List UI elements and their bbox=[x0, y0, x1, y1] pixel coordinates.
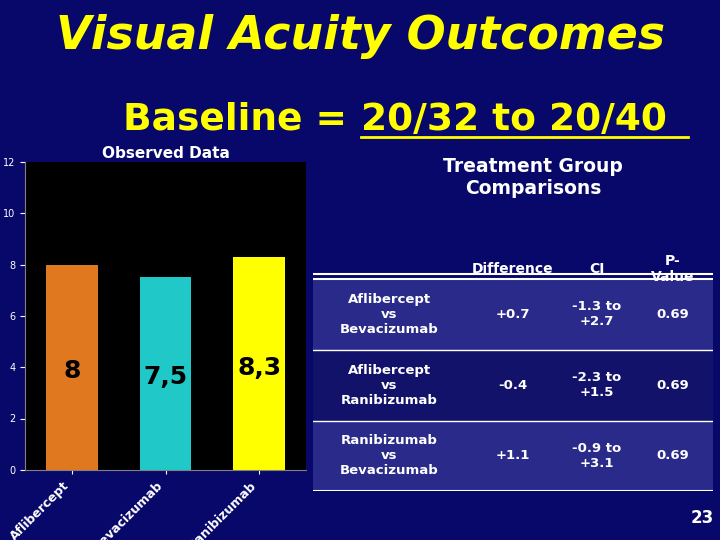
Text: -1.3 to
+2.7: -1.3 to +2.7 bbox=[572, 300, 621, 328]
Text: 23: 23 bbox=[690, 509, 714, 528]
Text: +0.7: +0.7 bbox=[496, 308, 530, 321]
Text: 7,5: 7,5 bbox=[143, 366, 188, 389]
Text: Visual Acuity Outcomes: Visual Acuity Outcomes bbox=[55, 14, 665, 59]
Title: Observed Data: Observed Data bbox=[102, 146, 230, 161]
Text: 0.69: 0.69 bbox=[657, 379, 689, 392]
Bar bbox=[140, 278, 192, 470]
Text: CI: CI bbox=[589, 262, 605, 276]
Text: 0.69: 0.69 bbox=[657, 449, 689, 462]
FancyBboxPatch shape bbox=[313, 421, 713, 491]
Text: -0.4: -0.4 bbox=[498, 379, 528, 392]
FancyBboxPatch shape bbox=[313, 279, 713, 350]
Text: 8: 8 bbox=[63, 359, 81, 383]
FancyBboxPatch shape bbox=[313, 350, 713, 421]
Text: P-
Value: P- Value bbox=[651, 254, 695, 285]
Text: Difference: Difference bbox=[472, 262, 554, 276]
Text: 20/32 to 20/40: 20/32 to 20/40 bbox=[361, 102, 667, 138]
Text: +1.1: +1.1 bbox=[496, 449, 530, 462]
Text: Aflibercept
vs
Bevacizumab: Aflibercept vs Bevacizumab bbox=[340, 293, 438, 336]
Bar bbox=[46, 265, 98, 470]
Text: 8,3: 8,3 bbox=[237, 356, 282, 380]
Text: -0.9 to
+3.1: -0.9 to +3.1 bbox=[572, 442, 621, 470]
Text: Baseline =: Baseline = bbox=[123, 102, 360, 138]
Text: Ranibizumab
vs
Bevacizumab: Ranibizumab vs Bevacizumab bbox=[340, 435, 438, 477]
Text: Treatment Group
Comparisons: Treatment Group Comparisons bbox=[443, 157, 623, 198]
Text: Aflibercept
vs
Ranibizumab: Aflibercept vs Ranibizumab bbox=[341, 363, 438, 407]
Text: -2.3 to
+1.5: -2.3 to +1.5 bbox=[572, 371, 621, 399]
Bar bbox=[233, 257, 285, 470]
Text: 0.69: 0.69 bbox=[657, 308, 689, 321]
